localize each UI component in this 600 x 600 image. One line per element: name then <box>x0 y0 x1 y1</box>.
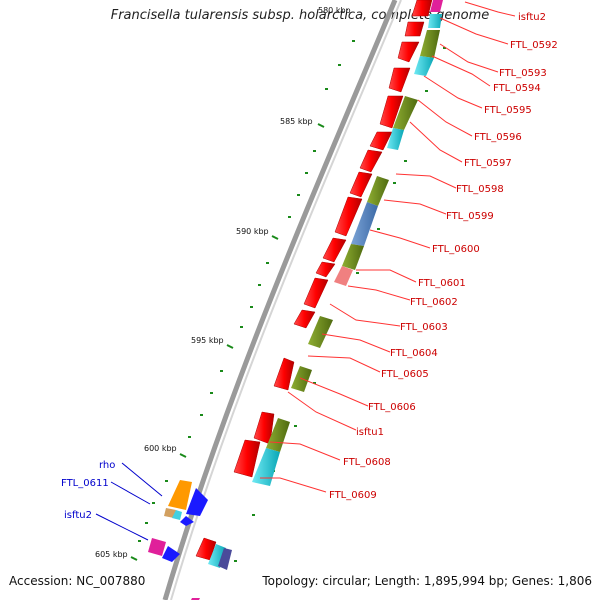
gene-label: FTL_0595 <box>484 105 532 116</box>
gene-arrow <box>388 67 411 93</box>
scale-label-580: 580 kbp <box>318 6 351 15</box>
gene-label: FTL_0593 <box>499 68 547 79</box>
gene-label: isftu1 <box>356 427 384 438</box>
gene-label: FTL_0606 <box>368 402 416 413</box>
gene-isftu2 <box>148 538 166 556</box>
genome-backbone-inner <box>170 0 402 600</box>
gene-arrow <box>349 171 373 198</box>
gene-label: FTL_0596 <box>474 132 522 143</box>
gene-label: FTL_0602 <box>410 297 458 308</box>
genome-title: Francisella tularensis subsp. holarctica… <box>110 8 490 23</box>
gene-arrow <box>369 131 393 151</box>
gene-arrow <box>334 196 363 237</box>
feature-block <box>266 418 290 452</box>
feature-block <box>351 202 378 246</box>
feature-block <box>420 30 440 58</box>
gene-arrow <box>359 149 383 173</box>
scale-label-605: 605 kbp <box>95 550 128 559</box>
reverse-genes <box>148 480 208 562</box>
feature-block <box>387 128 404 150</box>
scale-label-595: 595 kbp <box>191 336 224 345</box>
left-label-leaders <box>95 462 163 541</box>
feature-block <box>428 14 442 28</box>
feature-block <box>430 0 443 12</box>
feature-blocks <box>191 0 443 600</box>
gene-label: FTL_0605 <box>381 369 429 380</box>
gene-arrow <box>411 0 433 17</box>
feature-block <box>367 176 389 206</box>
scale-major-ticks <box>130 123 325 561</box>
feature-block <box>334 266 353 286</box>
gene-label: rho <box>99 460 115 471</box>
gene-ftl0611 <box>186 488 208 516</box>
accession-text: Accession: NC_007880 <box>9 574 146 588</box>
gene-arrow <box>379 95 404 129</box>
gene-rho-sub <box>164 508 176 518</box>
gene-arrow <box>322 237 347 263</box>
gene-label: isftu2 <box>64 510 92 521</box>
gene-label: FTL_0592 <box>510 40 558 51</box>
gene-label: FTL_0608 <box>343 457 391 468</box>
gene-label: FTL_0599 <box>446 211 494 222</box>
gene-label: FTL_0611 <box>61 478 109 489</box>
gene-isftu2-arrow <box>162 546 180 562</box>
gene-arrow <box>315 261 336 278</box>
gene-arrow <box>273 357 295 391</box>
label-leaders <box>260 1 516 493</box>
topology-text: Topology: circular; Length: 1,895,994 bp… <box>262 574 592 588</box>
feature-block <box>252 448 280 486</box>
gene-rho <box>168 480 192 510</box>
gene-arrow <box>233 439 261 478</box>
gene-arrow <box>303 277 329 309</box>
gene-label: isftu2 <box>518 12 546 23</box>
scale-label-585: 585 kbp <box>280 117 313 126</box>
feature-block <box>414 56 434 76</box>
feature-block <box>218 548 232 570</box>
forward-genes <box>195 0 433 561</box>
gene-label: FTL_0609 <box>329 490 377 501</box>
gene-ftl0611-arrow <box>180 516 194 526</box>
scale-dots <box>138 40 446 562</box>
gene-arrow <box>293 309 316 329</box>
left-gene-labels: rho FTL_0611 isftu2 <box>61 460 115 521</box>
gene-arrow <box>404 21 425 37</box>
scale-label-590: 590 kbp <box>236 227 269 236</box>
feature-block <box>393 96 418 130</box>
scale-label-600: 600 kbp <box>144 444 177 453</box>
gene-label: FTL_0604 <box>390 348 438 359</box>
gene-label: FTL_0603 <box>400 322 448 333</box>
feature-block <box>308 316 333 348</box>
right-gene-labels: isftu2 FTL_0592 FTL_0593 FTL_0594 FTL_05… <box>329 12 558 501</box>
feature-block <box>342 244 364 270</box>
gene-label: FTL_0597 <box>464 158 512 169</box>
gene-label: FTL_0594 <box>493 83 541 94</box>
gene-label: FTL_0598 <box>456 184 504 195</box>
gene-arrow <box>397 41 420 63</box>
gene-label: FTL_0601 <box>418 278 466 289</box>
gene-label: FTL_0600 <box>432 244 480 255</box>
gene-ftl0611-cyan <box>172 510 182 520</box>
